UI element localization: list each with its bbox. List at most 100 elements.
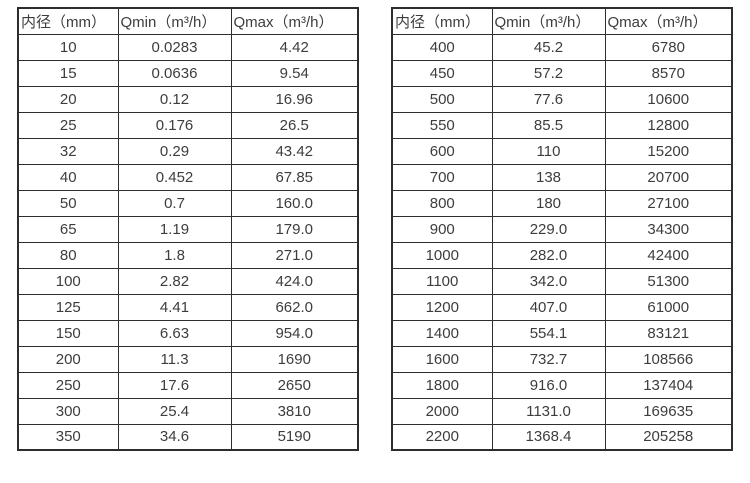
table-cell: 138: [491, 163, 606, 191]
table-row: 300 25.4 3810: [17, 397, 359, 425]
table-cell: 42400: [604, 241, 733, 269]
table-cell: 407.0: [491, 293, 606, 321]
table-row: 550 85.5 12800: [391, 111, 733, 139]
table-row: 10 0.0283 4.42: [17, 33, 359, 61]
table-cell: 1600: [391, 345, 493, 373]
column-header-qmin: Qmin（m³/h）: [117, 7, 232, 35]
table-cell: 732.7: [491, 345, 606, 373]
table-cell: 350: [17, 423, 119, 451]
flow-table-small-diameters: 内径（mm） Qmin（m³/h） Qmax（m³/h） 10 0.0283 4.4…: [17, 7, 359, 451]
table-cell: 0.0636: [117, 59, 232, 87]
table-row: 80 1.8 271.0: [17, 241, 359, 269]
table-cell: 700: [391, 163, 493, 191]
table-cell: 125: [17, 293, 119, 321]
table-cell: 10: [17, 33, 119, 61]
table-cell: 16.96: [230, 85, 359, 113]
table-cell: 300: [17, 397, 119, 425]
table-row: 800 180 27100: [391, 189, 733, 217]
table-cell: 83121: [604, 319, 733, 347]
table-row: 2000 1131.0 169635: [391, 397, 733, 425]
table-cell: 282.0: [491, 241, 606, 269]
column-header-qmin: Qmin（m³/h）: [491, 7, 606, 35]
table-cell: 67.85: [230, 163, 359, 191]
table-cell: 5190: [230, 423, 359, 451]
table-row: 1000 282.0 42400: [391, 241, 733, 269]
table-cell: 1400: [391, 319, 493, 347]
table-cell: 40: [17, 163, 119, 191]
table-cell: 6780: [604, 33, 733, 61]
table-cell: 954.0: [230, 319, 359, 347]
table-cell: 80: [17, 241, 119, 269]
table-cell: 205258: [604, 423, 733, 451]
table-row: 450 57.2 8570: [391, 59, 733, 87]
table-row: 25 0.176 26.5: [17, 111, 359, 139]
table-cell: 17.6: [117, 371, 232, 399]
table-cell: 20700: [604, 163, 733, 191]
table-cell: 11.3: [117, 345, 232, 373]
table-cell: 1368.4: [491, 423, 606, 451]
table-cell: 0.12: [117, 85, 232, 113]
table-cell: 554.1: [491, 319, 606, 347]
table-row: 500 77.6 10600: [391, 85, 733, 113]
table-cell: 9.54: [230, 59, 359, 87]
flow-table-large-diameters: 内径（mm） Qmin（m³/h） Qmax（m³/h） 400 45.2 6780…: [391, 7, 733, 451]
table-cell: 1000: [391, 241, 493, 269]
table-row: 400 45.2 6780: [391, 33, 733, 61]
table-cell: 342.0: [491, 267, 606, 295]
table-cell: 0.176: [117, 111, 232, 139]
table-cell: 2.82: [117, 267, 232, 295]
table-cell: 45.2: [491, 33, 606, 61]
table-row: 2200 1368.4 205258: [391, 423, 733, 451]
table-row: 350 34.6 5190: [17, 423, 359, 451]
table-cell: 61000: [604, 293, 733, 321]
table-cell: 0.452: [117, 163, 232, 191]
table-cell: 150: [17, 319, 119, 347]
table-cell: 57.2: [491, 59, 606, 87]
table-row: 200 11.3 1690: [17, 345, 359, 373]
table-cell: 50: [17, 189, 119, 217]
table-row: 1400 554.1 83121: [391, 319, 733, 347]
table-row: 1600 732.7 108566: [391, 345, 733, 373]
table-row: 900 229.0 34300: [391, 215, 733, 243]
table-cell: 32: [17, 137, 119, 165]
table-cell: 160.0: [230, 189, 359, 217]
table-cell: 137404: [604, 371, 733, 399]
table-row: 1800 916.0 137404: [391, 371, 733, 399]
table-cell: 43.42: [230, 137, 359, 165]
table-cell: 100: [17, 267, 119, 295]
table-cell: 34300: [604, 215, 733, 243]
table-row: 15 0.0636 9.54: [17, 59, 359, 87]
table-cell: 169635: [604, 397, 733, 425]
table-cell: 1.8: [117, 241, 232, 269]
table-cell: 1690: [230, 345, 359, 373]
table-cell: 3810: [230, 397, 359, 425]
table-row: 1100 342.0 51300: [391, 267, 733, 295]
table-cell: 20: [17, 85, 119, 113]
table-cell: 424.0: [230, 267, 359, 295]
table-cell: 26.5: [230, 111, 359, 139]
table-cell: 12800: [604, 111, 733, 139]
table-cell: 85.5: [491, 111, 606, 139]
table-cell: 400: [391, 33, 493, 61]
table-cell: 180: [491, 189, 606, 217]
table-cell: 1200: [391, 293, 493, 321]
table-row: 700 138 20700: [391, 163, 733, 191]
table-cell: 1100: [391, 267, 493, 295]
table-row: 50 0.7 160.0: [17, 189, 359, 217]
table-row: 65 1.19 179.0: [17, 215, 359, 243]
table-cell: 0.29: [117, 137, 232, 165]
table-cell: 1.19: [117, 215, 232, 243]
table-row: 40 0.452 67.85: [17, 163, 359, 191]
table-cell: 6.63: [117, 319, 232, 347]
table-row: 250 17.6 2650: [17, 371, 359, 399]
table-cell: 65: [17, 215, 119, 243]
table-cell: 2000: [391, 397, 493, 425]
table-cell: 250: [17, 371, 119, 399]
table-cell: 0.0283: [117, 33, 232, 61]
table-cell: 4.42: [230, 33, 359, 61]
table-row: 1200 407.0 61000: [391, 293, 733, 321]
column-header-diameter: 内径（mm）: [17, 7, 119, 35]
table-cell: 27100: [604, 189, 733, 217]
table-row: 150 6.63 954.0: [17, 319, 359, 347]
